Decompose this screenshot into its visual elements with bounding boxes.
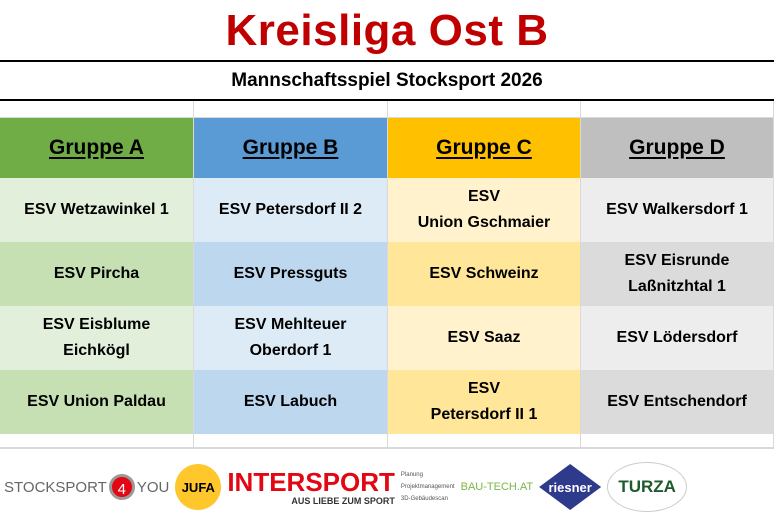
team-cell: ESV Eisrunde Laßnitzhtal 1 xyxy=(581,242,774,306)
turza-logo: TURZA xyxy=(607,462,688,512)
subtitle: Mannschaftsspiel Stocksport 2026 xyxy=(231,70,543,91)
divider xyxy=(0,60,774,62)
page-title: Kreisliga Ost B xyxy=(225,6,549,55)
team-cell: ESV Union Paldau xyxy=(0,370,194,434)
team-cell: ESV Labuch xyxy=(194,370,388,434)
riesner-logo: riesner xyxy=(539,464,602,510)
team-cell: ESV Petersdorf II 2 xyxy=(194,178,388,242)
empty-cell xyxy=(194,101,388,118)
sponsor-bar: STOCKSPORT 4 YOU JUFA INTERSPORT AUS LIE… xyxy=(0,448,774,525)
stocksport4you-logo: STOCKSPORT 4 YOU xyxy=(4,474,169,500)
team-cell: ESV Mehlteuer Oberdorf 1 xyxy=(194,306,388,370)
group-header-b: Gruppe B xyxy=(194,118,388,178)
team-cell: ESV Saaz xyxy=(388,306,581,370)
bautech-logo: Planung Projektmanagement 3D-Gebäudescan B… xyxy=(400,472,534,502)
jufa-logo: JUFA xyxy=(175,464,222,510)
empty-cell xyxy=(0,101,194,118)
divider xyxy=(0,99,774,101)
group-header-d: Gruppe D xyxy=(581,118,774,178)
team-cell: ESV Pircha xyxy=(0,242,194,306)
team-cell: ESV Petersdorf II 1 xyxy=(388,370,581,434)
intersport-logo: INTERSPORT AUS LIEBE ZUM SPORT xyxy=(227,467,395,506)
team-cell: ESV Wetzawinkel 1 xyxy=(0,178,194,242)
empty-cell xyxy=(581,101,774,118)
team-cell: ESV Schweinz xyxy=(388,242,581,306)
team-cell: ESV Pressguts xyxy=(194,242,388,306)
team-cell: ESV Walkersdorf 1 xyxy=(581,178,774,242)
groups-table: Gruppe A Gruppe B Gruppe C Gruppe D ESV Wetz… xyxy=(0,101,774,448)
empty-cell xyxy=(194,434,388,448)
empty-cell xyxy=(0,434,194,448)
team-cell: ESV Eisblume Eichkögl xyxy=(0,306,194,370)
empty-cell xyxy=(388,101,581,118)
empty-cell xyxy=(581,434,774,448)
empty-cell xyxy=(388,434,581,448)
group-header-a: Gruppe A xyxy=(0,118,194,178)
group-header-c: Gruppe C xyxy=(388,118,581,178)
team-cell: ESV Entschendorf xyxy=(581,370,774,434)
team-cell: ESV Lödersdorf xyxy=(581,306,774,370)
team-cell: ESV Union Gschmaier xyxy=(388,178,581,242)
